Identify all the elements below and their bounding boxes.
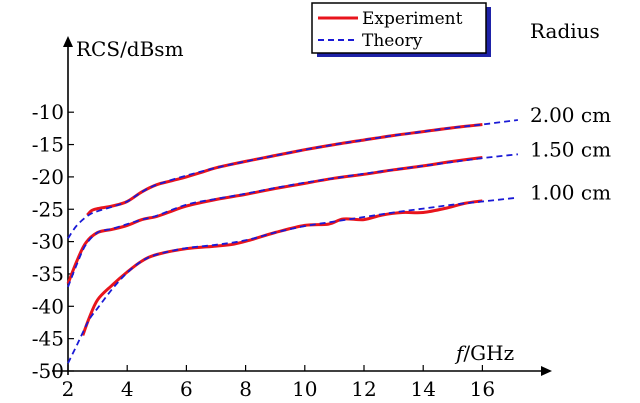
- y-tick-label: -25: [32, 197, 64, 221]
- radius-legend-title: Radius: [530, 19, 600, 43]
- y-tick-label: -30: [32, 230, 64, 254]
- experiment-line-200: [86, 123, 483, 217]
- ticks: [67, 111, 483, 372]
- y-tick-label: -35: [32, 262, 64, 286]
- x-tick-label: 2: [62, 377, 75, 401]
- axes: [52, 36, 552, 376]
- legend-box: [311, 2, 487, 54]
- x-tick-label: 6: [180, 377, 193, 401]
- x-tick-label: 12: [351, 377, 376, 401]
- legend-label-experiment: Experiment: [362, 9, 463, 29]
- x-axis-arrow: [541, 366, 552, 376]
- series-labels: 2.00 cm 1.50 cm 1.00 cm: [530, 103, 611, 205]
- x-tick-label: 10: [292, 377, 317, 401]
- y-axis-title: RCS/dBsm: [76, 37, 184, 61]
- x-axis-title-unit: /GHz: [463, 341, 514, 365]
- y-tick-label: -15: [32, 133, 64, 157]
- y-axis-arrow: [63, 36, 73, 47]
- x-tick-label: 16: [470, 377, 495, 401]
- y-tick-label: -40: [32, 294, 64, 318]
- x-tick-label: 4: [121, 377, 134, 401]
- legend-label-theory: Theory: [362, 31, 423, 51]
- legend: Experiment Theory: [311, 2, 491, 57]
- series-layer: [66, 119, 519, 364]
- experiment-line-150: [66, 156, 483, 285]
- y-tick-label: -45: [32, 327, 64, 351]
- tick-labels: 2 4 6 8 10 12 14 16 -50 -45 -40 -35 -30 -25 -20 -15 -10: [32, 100, 495, 401]
- x-tick-label: 8: [239, 377, 252, 401]
- theory-line-150: [67, 153, 518, 288]
- x-tick-label: 14: [410, 377, 435, 401]
- theory-line-200: [67, 119, 519, 239]
- radius-label-150: 1.50 cm: [530, 137, 611, 161]
- x-axis-title: f/GHz: [454, 341, 514, 365]
- radius-label-200: 2.00 cm: [530, 103, 611, 127]
- radius-label-100: 1.00 cm: [530, 181, 611, 205]
- y-tick-label: -10: [32, 100, 64, 124]
- y-tick-label: -20: [32, 165, 64, 189]
- experiment-line-100: [81, 199, 483, 336]
- y-tick-label: -50: [32, 359, 64, 383]
- theory-line-100: [67, 196, 519, 364]
